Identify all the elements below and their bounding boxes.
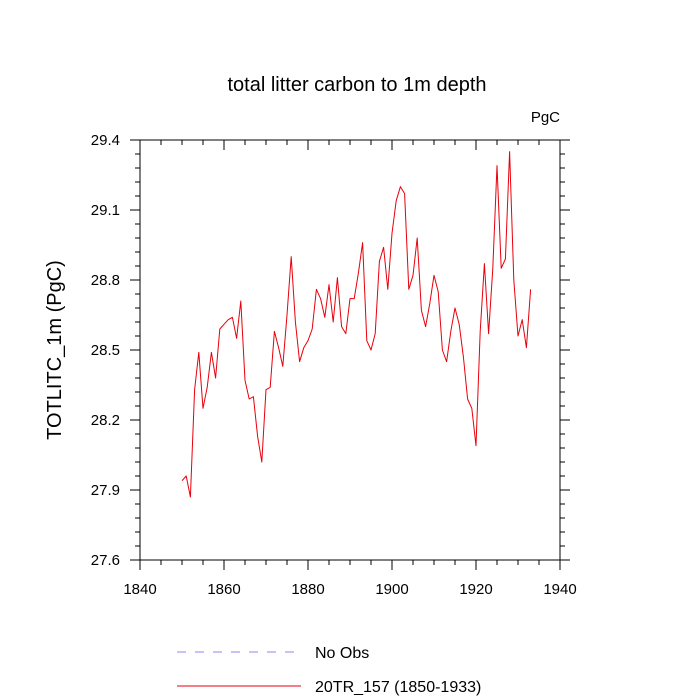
series-group <box>181 151 532 498</box>
x-tick-label: 1840 <box>123 581 156 598</box>
y-tick-label: 29.4 <box>91 132 120 149</box>
x-tick-label: 1920 <box>459 581 492 598</box>
x-tick-label: 1860 <box>207 581 240 598</box>
plot-frame <box>139 139 561 561</box>
chart-title: total litter carbon to 1m depth <box>227 74 486 96</box>
y-tick-label: 28.8 <box>91 272 120 289</box>
y-tick-label: 29.1 <box>91 202 120 219</box>
x-tick-labels: 1840 1860 1880 1900 1920 1940 <box>123 581 576 598</box>
units-label: PgC <box>531 109 560 126</box>
y-tick-label: 28.2 <box>91 412 120 429</box>
y-tick-label: 27.9 <box>91 482 120 499</box>
legend: No Obs 20TR_157 (1850-1933) <box>177 645 481 696</box>
x-tick-label: 1880 <box>291 581 324 598</box>
x-tick-label: 1940 <box>543 581 576 598</box>
legend-label-series: 20TR_157 (1850-1933) <box>315 679 481 696</box>
axis-ticks <box>130 139 570 570</box>
y-tick-labels: 27.6 27.9 28.2 28.5 28.8 29.1 29.4 <box>91 132 120 569</box>
x-tick-label: 1900 <box>375 581 408 598</box>
legend-label-no-obs: No Obs <box>315 645 369 662</box>
y-axis-label: TOTLITC_1m (PgC) <box>44 260 66 440</box>
y-tick-label: 27.6 <box>91 552 120 569</box>
series-line <box>181 151 532 498</box>
y-tick-label: 28.5 <box>91 342 120 359</box>
